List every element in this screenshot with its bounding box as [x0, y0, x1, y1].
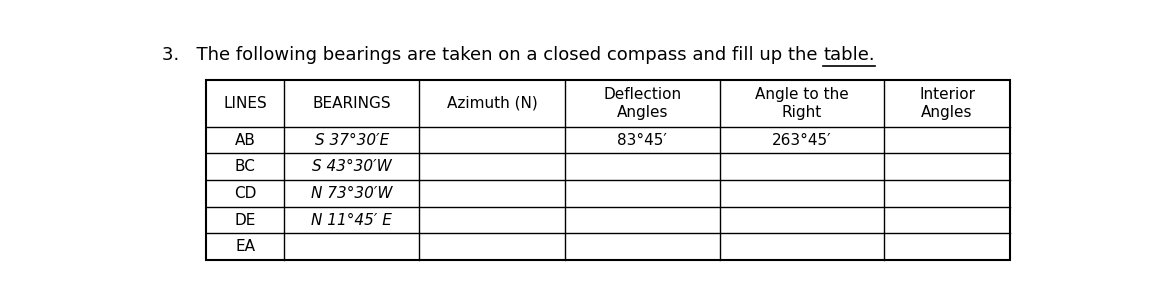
- Text: 83°45′: 83°45′: [617, 133, 667, 148]
- Bar: [206, 80, 1010, 260]
- Text: Deflection
Angles: Deflection Angles: [604, 87, 681, 119]
- Text: LINES: LINES: [223, 96, 267, 111]
- Text: BEARINGS: BEARINGS: [312, 96, 391, 111]
- Text: S 37°30′E: S 37°30′E: [314, 133, 389, 148]
- Text: S 43°30′W: S 43°30′W: [312, 159, 392, 174]
- Text: Interior
Angles: Interior Angles: [919, 87, 975, 119]
- Text: Azimuth (N): Azimuth (N): [447, 96, 538, 111]
- Text: BC: BC: [235, 159, 256, 174]
- Text: Angle to the
Right: Angle to the Right: [755, 87, 849, 119]
- Text: EA: EA: [235, 239, 256, 254]
- Text: AB: AB: [235, 133, 256, 148]
- Text: N 73°30′W: N 73°30′W: [311, 186, 393, 201]
- Text: CD: CD: [234, 186, 257, 201]
- Text: N 11°45′ E: N 11°45′ E: [311, 213, 392, 228]
- Text: table.: table.: [824, 46, 874, 64]
- Text: 3.   The following bearings are taken on a closed compass and fill up the: 3. The following bearings are taken on a…: [161, 46, 824, 64]
- Text: 263°45′: 263°45′: [772, 133, 832, 148]
- Text: DE: DE: [235, 213, 256, 228]
